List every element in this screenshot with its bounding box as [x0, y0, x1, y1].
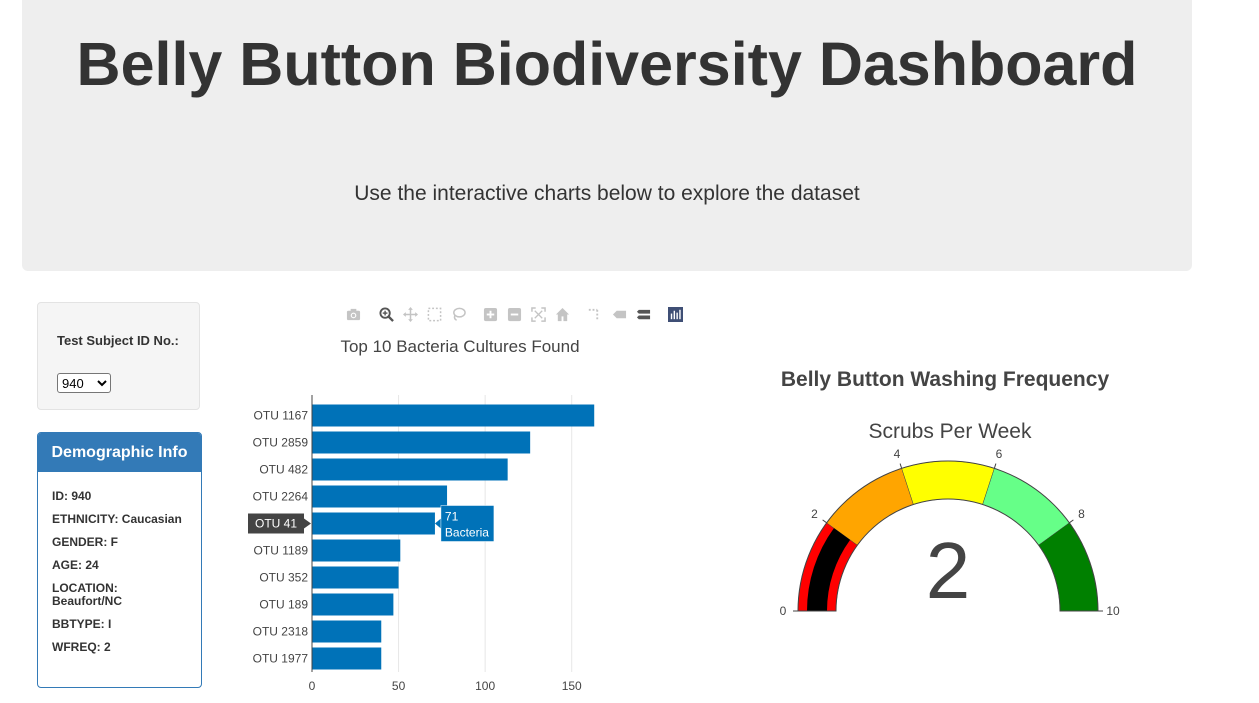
pan-icon[interactable] — [401, 305, 419, 323]
zoom-out-icon[interactable] — [505, 305, 523, 323]
x-tick-label: 50 — [392, 679, 406, 693]
gauge-tick — [993, 463, 997, 469]
demographic-panel: Demographic Info ID: 940 ETHNICITY: Cauc… — [37, 432, 202, 688]
hover-closest-icon[interactable] — [610, 305, 628, 323]
bar[interactable] — [312, 593, 394, 616]
hover-tooltip-value: 71 — [445, 510, 459, 524]
meta-wfreq: WFREQ: 2 — [52, 640, 111, 654]
gauge-chart-subtitle: Scrubs Per Week — [868, 420, 1032, 443]
gauge-border — [797, 460, 1099, 612]
subject-selector-label: Test Subject ID No.: — [57, 333, 179, 348]
demographic-panel-body: ID: 940 ETHNICITY: Caucasian GENDER: F A… — [38, 472, 201, 654]
y-tick-label: OTU 1167 — [254, 409, 309, 423]
hover-axis-label-bg — [248, 513, 304, 534]
camera-icon[interactable] — [344, 305, 362, 323]
y-tick-label: OTU 2318 — [253, 625, 309, 639]
autoscale-icon[interactable] — [529, 305, 547, 323]
gauge-value-number: 2 — [926, 526, 971, 615]
meta-id: ID: 940 — [52, 489, 92, 503]
gauge-tick-label: 0 — [780, 604, 787, 618]
bar-chart-title: Top 10 Bacteria Cultures Found — [340, 337, 580, 356]
bar[interactable] — [312, 620, 382, 643]
bar[interactable] — [312, 404, 595, 427]
bar[interactable] — [312, 458, 508, 481]
plotly-logo-icon[interactable] — [666, 305, 684, 323]
x-tick-label: 0 — [309, 679, 316, 693]
header-jumbotron: Belly Button Biodiversity Dashboard Use … — [22, 0, 1192, 271]
y-tick-label: OTU 189 — [259, 598, 308, 612]
gauge-chart-title: Belly Button Washing Frequency — [780, 368, 1110, 391]
bar[interactable] — [312, 512, 435, 535]
meta-gender: GENDER: F — [52, 535, 118, 549]
y-tick-label: OTU 352 — [259, 571, 308, 585]
meta-bbtype: BBTYPE: I — [52, 617, 112, 631]
reset-axes-icon[interactable] — [553, 305, 571, 323]
page-subtitle: Use the interactive charts below to expl… — [354, 182, 860, 205]
zoom-in-icon[interactable] — [481, 305, 499, 323]
x-tick-label: 150 — [562, 679, 582, 693]
y-tick-label: OTU 482 — [259, 463, 308, 477]
x-tick-label: 100 — [475, 679, 495, 693]
hover-tooltip — [440, 505, 495, 542]
bar[interactable] — [312, 539, 401, 562]
bar[interactable] — [312, 566, 399, 589]
y-tick-label: OTU 2859 — [253, 436, 309, 450]
meta-ethnicity: ETHNICITY: Caucasian — [52, 512, 182, 526]
gauge-tick-label: 8 — [1078, 507, 1085, 521]
meta-location: LOCATION: Beaufort/NC — [52, 581, 123, 608]
y-tick-label: OTU 1977 — [253, 652, 309, 666]
zoom-icon[interactable] — [377, 305, 395, 323]
gauge-tick-label: 10 — [1106, 604, 1120, 618]
gauge-tick — [1069, 519, 1074, 524]
gauge-tick — [822, 519, 827, 524]
hover-tooltip-arrow — [434, 518, 441, 529]
gauge-tick-label: 4 — [894, 447, 901, 461]
subject-selector-panel: Test Subject ID No.: 940 — [37, 302, 200, 410]
lasso-select-icon[interactable] — [449, 305, 467, 323]
gauge-tick-label: 2 — [811, 507, 818, 521]
gauge-chart[interactable]: 0 2 4 6 8 10 2 — [760, 360, 1140, 640]
meta-age: AGE: 24 — [52, 558, 99, 572]
page-title: Belly Button Biodiversity Dashboard — [76, 30, 1138, 98]
gauge-tick — [899, 463, 903, 469]
bar[interactable] — [312, 485, 448, 508]
y-tick-label: OTU 1189 — [254, 544, 309, 558]
gauge-tick-label: 6 — [996, 447, 1003, 461]
y-tick-label: OTU 41 — [255, 517, 297, 531]
gauge-value-bar — [807, 528, 851, 611]
box-select-icon[interactable] — [425, 305, 443, 323]
bar[interactable] — [312, 647, 382, 670]
y-tick-label: OTU 2264 — [253, 490, 309, 504]
hover-tooltip-label: Bacteria — [445, 526, 489, 540]
bar[interactable] — [312, 431, 531, 454]
subject-id-select[interactable]: 940 — [57, 373, 111, 393]
demographic-panel-heading: Demographic Info — [38, 433, 201, 472]
gauge-step — [901, 460, 995, 505]
hover-compare-icon[interactable] — [634, 305, 652, 323]
hover-axis-label-arrow — [304, 518, 311, 529]
spike-lines-icon[interactable] — [584, 305, 602, 323]
bar-chart[interactable]: 0 50 100 150 OTU 1167 OTU 2859 OTU 482 OTU 2264… — [240, 395, 680, 695]
